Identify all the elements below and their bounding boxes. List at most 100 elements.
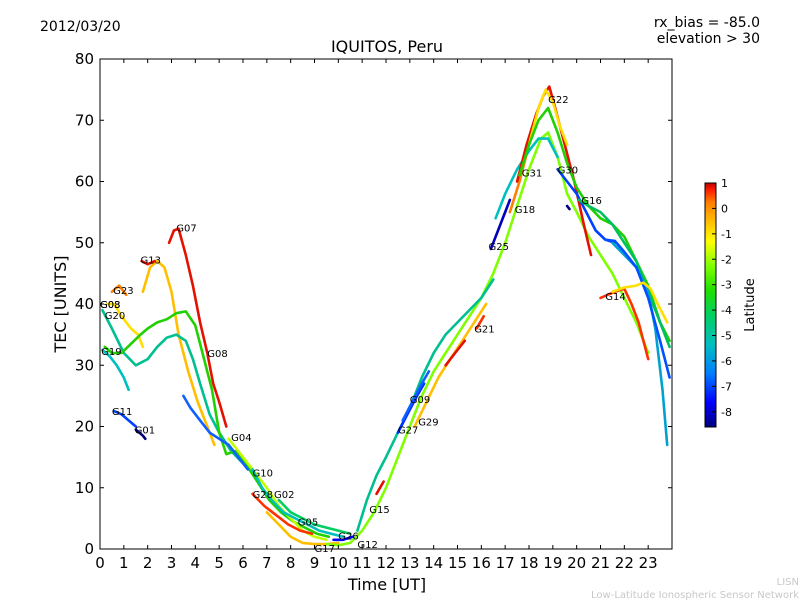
series-g26 [332,535,354,542]
colorbar-tick-label: -2 [721,253,732,266]
series-gblue [182,394,250,471]
y-tick-label: 20 [75,418,94,436]
y-tick-label: 60 [75,173,94,191]
series-label: G31 [522,168,542,179]
series-label: G05 [298,517,318,528]
series-g29 [413,302,488,428]
y-tick-label: 80 [75,50,94,68]
x-tick-label: 15 [448,554,467,572]
x-tick-label: 10 [329,554,348,572]
y-tick-label: 40 [75,295,94,313]
series-g28 [251,492,314,536]
x-tick-label: 18 [519,554,538,572]
series-label: G29 [418,418,438,429]
date-label: 2012/03/20 [40,19,121,35]
series-g30b [565,204,571,211]
series-label: G21 [474,325,494,336]
rx-bias-label: rx_bias = -85.0 [654,15,760,31]
series-g12 [325,131,650,547]
series-label: G22 [548,95,568,106]
series-layer [101,85,671,547]
series-label: G01 [135,426,155,437]
x-tick-label: 16 [472,554,491,572]
y-tick-label: 70 [75,111,94,129]
series-label: G30 [558,165,578,176]
x-tick-label: 17 [496,554,515,572]
series-g23 [110,284,128,297]
x-tick-label: 23 [639,554,658,572]
axis-ticks: 0 1 2 3 4 5 6 7 8 9 10 11 12 13 14 15 16 17 18 19 20 21 22 2301… [75,50,672,572]
x-tick-label: 20 [567,554,586,572]
colorbar-tick-label: -7 [721,380,732,393]
x-tick-label: 0 [95,554,105,572]
y-tick-label: 10 [75,479,94,497]
series-label: G23 [113,286,133,297]
colorbar-tick-label: -6 [721,355,732,368]
x-tick-label: 13 [400,554,419,572]
series-label: G13 [141,255,161,266]
y-axis-label: TEC [UNITS] [51,256,70,354]
x-tick-label: 12 [376,554,395,572]
series-g09 [401,370,431,422]
series-g25 [489,198,512,251]
x-tick-label: 5 [214,554,224,572]
y-tick-label: 0 [84,540,94,558]
series-g02 [103,310,331,539]
series-label: G09 [410,395,430,406]
series-g19 [101,348,130,392]
x-tick-label: 8 [286,554,296,572]
series-label: G20 [105,311,125,322]
series-g21 [444,339,467,367]
series-label: G08 [207,349,227,360]
y-tick-label: 50 [75,234,94,252]
series-label: G19 [101,347,121,358]
series-label: G07 [176,223,196,234]
x-tick-label: 14 [424,554,443,572]
chart-title: IQUITOS, Peru [331,37,443,56]
series-g10 [251,468,345,539]
series-label: G14 [605,292,625,303]
series-g05 [277,498,352,536]
series-label: G18 [515,205,535,216]
colorbar-tick-label: -5 [721,330,732,343]
colorbar-tick-label: -4 [721,304,732,317]
series-g27 [396,382,426,434]
elevation-label: elevation > 30 [657,31,760,47]
series-label: G16 [581,196,601,207]
series-label: G25 [489,242,509,253]
series-g22y [527,88,569,147]
series-label: G27 [398,426,418,437]
x-tick-label: 1 [119,554,129,572]
x-tick-label: 19 [543,554,562,572]
series-g14y [611,281,669,324]
series-gcyan2 [611,241,669,447]
series-gblue2 [603,238,671,379]
x-tick-label: 4 [191,554,201,572]
series-g16 [577,198,671,349]
colorbar-tick-label: -3 [721,279,732,292]
series-g15 [356,278,495,532]
series-label: G08 [100,300,120,311]
colorbar-ticks: 1 0 -1 -2 -3 -4 -5 -6 -7 -8 [712,177,732,419]
x-tick-label: 21 [591,554,610,572]
x-tick-label: 9 [310,554,320,572]
x-tick-label: 3 [167,554,177,572]
series-g07 [167,227,228,428]
series-g21b [475,314,486,330]
x-axis-label: Time [UT] [347,575,426,594]
x-tick-label: 6 [238,554,248,572]
series-g31 [494,137,559,220]
series-label: G02 [274,490,294,501]
colorbar-tick-label: -8 [721,406,732,419]
series-label: G15 [369,505,389,516]
x-tick-label: 2 [143,554,153,572]
colorbar-tick-label: 1 [721,177,728,190]
footer-network: Low-Latitude Ionospheric Sensor Network [591,590,799,600]
series-label: G03 [100,300,120,311]
footer-lisn: LISN [777,577,799,588]
series-g13b [140,259,157,266]
series-label: G04 [231,433,251,444]
series-g11 [113,409,138,428]
plot-frame [99,58,673,550]
